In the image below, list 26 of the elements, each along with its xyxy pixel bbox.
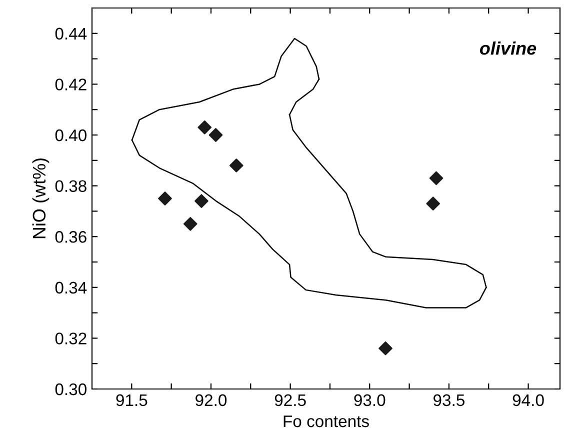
- x-tick-label: 93.5: [434, 394, 464, 406]
- point: [426, 196, 440, 210]
- y-axis-title: NiO (wt%): [32, 158, 50, 238]
- x-tick-label: 92.5: [274, 394, 306, 406]
- point: [183, 216, 198, 231]
- point: [429, 171, 444, 186]
- y-tick-label: 0.44: [55, 28, 87, 40]
- point: [198, 120, 212, 134]
- y-tick-label: 0.38: [55, 180, 86, 192]
- y-tick-label: 0.40: [55, 129, 86, 142]
- point: [194, 194, 208, 208]
- point: [158, 192, 172, 206]
- y-tick-label: 0.34: [55, 282, 87, 294]
- point: [208, 128, 223, 142]
- x-axis-title: Fo contents: [284, 416, 369, 428]
- y-tick-label: 0.42: [55, 78, 86, 90]
- annotation: olivine: [480, 41, 536, 55]
- x-tick-label: 93.0: [354, 394, 386, 406]
- y-tick-label: 0.30: [55, 383, 86, 396]
- x-tick-label: 92.0: [196, 394, 227, 406]
- point: [229, 158, 244, 172]
- point: [378, 341, 392, 356]
- y-tick-label: 0.36: [55, 231, 86, 243]
- x-tick-label: 94.0: [512, 394, 544, 406]
- x-tick-label: 91.5: [116, 394, 148, 406]
- y-tick-label: 0.32: [55, 332, 86, 344]
